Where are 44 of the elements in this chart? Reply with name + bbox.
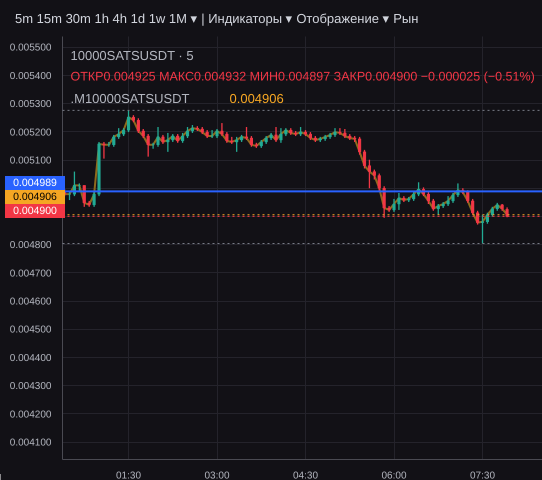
series-label: .M10000SATSUSDT xyxy=(70,91,190,106)
ref-line-label: 0.004989 xyxy=(5,176,65,190)
annotation: 0.004906 xyxy=(230,91,284,106)
y-tick-label: 0.004700 xyxy=(10,268,52,280)
ref-line-label: 0.004906 xyxy=(5,190,65,204)
candlestick xyxy=(215,128,219,139)
y-tick-label: 0.005500 xyxy=(10,42,52,54)
candlestick xyxy=(146,133,150,158)
candlestick xyxy=(102,141,106,160)
y-tick-label: 0.005400 xyxy=(10,70,52,82)
line-series xyxy=(64,116,508,224)
y-tick-label: 0.004400 xyxy=(10,352,52,364)
y-tick-label: 0.005200 xyxy=(10,127,52,138)
candlestick xyxy=(451,192,455,204)
y-tick-label: 0.004100 xyxy=(10,438,52,449)
candlestick xyxy=(432,198,435,212)
x-tick-label: 04:30 xyxy=(292,470,318,480)
candlestick xyxy=(244,126,248,141)
y-tick-label: 0.005100 xyxy=(10,156,52,167)
y-tick-label: 0.004300 xyxy=(10,381,52,392)
candlestick xyxy=(436,203,440,216)
y-tick-label: 0.004200 xyxy=(10,409,52,420)
candlestick xyxy=(426,192,430,205)
text: 5m 15m 30m 1h 4h 1d 1w 1M ▾ | Индикаторы ▾ Отображение ▾ Рын xyxy=(15,10,418,28)
text: 10000SATSUSDT · 5 xyxy=(70,48,194,63)
candlestick xyxy=(274,126,278,143)
text: ОТКР0.004925 МАКС0.004932 МИН0.004897 ЗАКР0.004900 −0.000025 (−0.51%) xyxy=(70,70,535,84)
y-tick-label: 0.004600 xyxy=(10,296,52,308)
ref-line-label: 0.004900 xyxy=(5,204,65,218)
y-tick-label: 0.005300 xyxy=(10,99,52,110)
y-tick-label: 0.004800 xyxy=(10,240,52,252)
candlestick xyxy=(392,198,396,213)
candlestick xyxy=(142,128,145,139)
candlestick xyxy=(480,214,484,244)
candlestick xyxy=(161,134,165,145)
x-tick-label: 06:00 xyxy=(381,470,407,480)
x-tick-label: 07:30 xyxy=(470,470,496,480)
candlestick xyxy=(299,126,302,137)
candlestick xyxy=(156,126,160,148)
candlestick xyxy=(362,149,366,170)
y-tick-label: 0.004500 xyxy=(10,324,52,336)
candlestick xyxy=(397,192,400,211)
x-tick-label: 01:30 xyxy=(116,470,142,480)
x-tick-label: 03:00 xyxy=(204,470,230,480)
